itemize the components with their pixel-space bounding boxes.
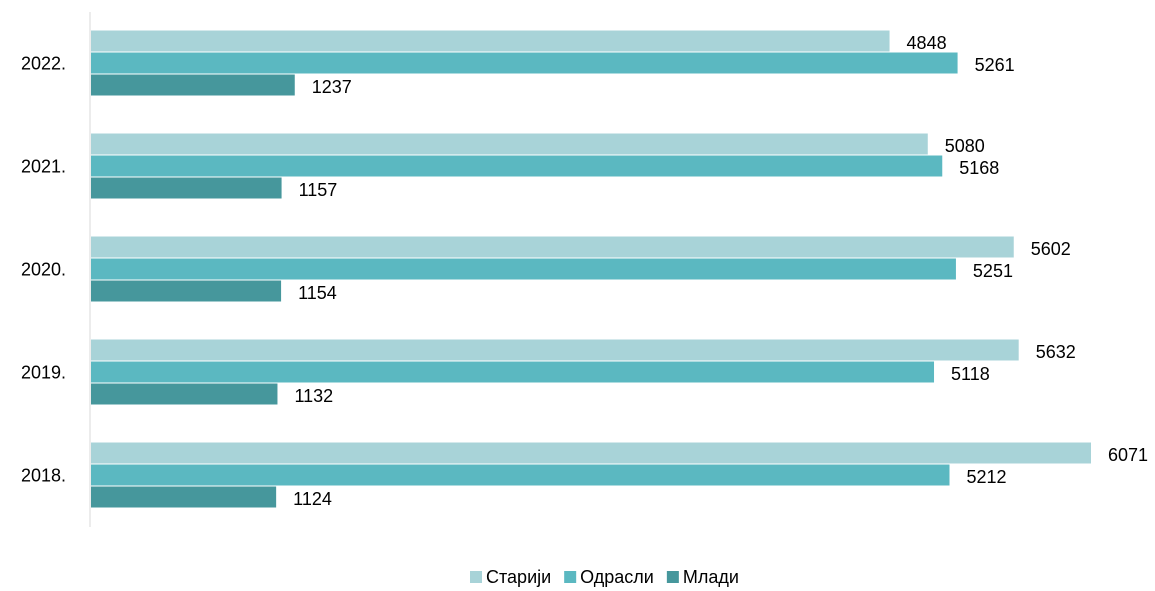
- data-label: 4848: [907, 33, 947, 53]
- data-label: 5632: [1036, 342, 1076, 362]
- data-label: 6071: [1108, 445, 1148, 465]
- data-label: 1124: [293, 489, 332, 509]
- legend-swatch: [666, 571, 679, 583]
- bar: [91, 339, 1019, 361]
- bar: [91, 258, 956, 280]
- y-tick-label: 2020.: [21, 259, 66, 279]
- bar: [91, 52, 958, 74]
- data-label: 5261: [975, 55, 1015, 75]
- legend-label: Одрасли: [580, 567, 654, 587]
- bar: [91, 280, 282, 302]
- y-tick-label: 2022.: [21, 53, 66, 73]
- y-tick-label: 2019.: [21, 362, 66, 382]
- legend-label: Старији: [486, 567, 551, 587]
- bar: [91, 155, 943, 177]
- bar: [91, 177, 282, 199]
- bar: [91, 361, 935, 383]
- data-label: 5168: [959, 158, 999, 178]
- bar: [91, 74, 295, 96]
- bar: [91, 442, 1091, 464]
- bar: [91, 486, 277, 508]
- y-tick-label: 2021.: [21, 156, 66, 176]
- bar: [91, 30, 890, 52]
- data-label: 5212: [967, 467, 1007, 487]
- bar: [91, 464, 950, 486]
- data-label: 5080: [945, 136, 985, 156]
- bar: [91, 236, 1014, 258]
- legend-label: Млади: [683, 567, 739, 587]
- data-label: 1157: [299, 180, 338, 200]
- data-label: 1132: [294, 386, 333, 406]
- data-label: 1154: [298, 283, 337, 303]
- data-label: 5251: [973, 261, 1013, 281]
- bar: [91, 383, 278, 405]
- data-label: 5118: [951, 364, 990, 384]
- y-tick-label: 2018.: [21, 465, 66, 485]
- legend-swatch: [470, 571, 482, 583]
- data-label: 5602: [1031, 239, 1071, 259]
- data-label: 1237: [312, 77, 352, 97]
- bar: [91, 133, 928, 155]
- legend-swatch: [564, 571, 577, 583]
